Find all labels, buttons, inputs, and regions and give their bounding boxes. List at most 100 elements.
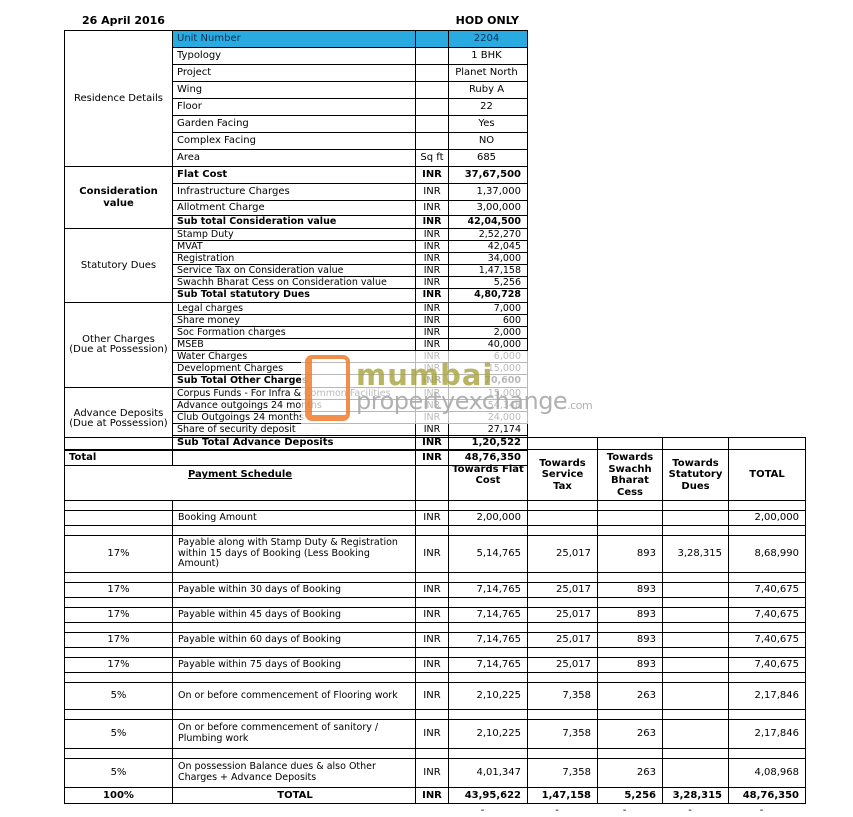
- value-cell: 22: [449, 99, 528, 116]
- item-label: Sub Total Other Charges: [173, 375, 416, 388]
- spacer-row: [65, 501, 806, 511]
- amount-service-tax: 1,47,158: [528, 788, 598, 804]
- unit-cell: INR: [416, 184, 449, 201]
- category-label: Consideration value: [65, 167, 173, 229]
- empty-cell: [449, 749, 528, 759]
- item-label: Project: [173, 65, 416, 82]
- value-cell: Ruby A: [449, 82, 528, 99]
- col-header-statutory-dues: Towards Statutory Dues: [663, 450, 729, 501]
- amount-swachh-cess: 263: [598, 683, 663, 710]
- percent-cell: 17%: [65, 536, 173, 573]
- description-cell: On or before commencement of Flooring wo…: [173, 683, 416, 710]
- amount-total: 7,40,675: [729, 633, 806, 648]
- amount-statutory-dues: [663, 720, 729, 749]
- amount-flat-cost: 5,14,765: [449, 536, 528, 573]
- payment-row: 5%On or before commencement of Flooring …: [65, 683, 806, 710]
- empty-cell: [416, 673, 449, 683]
- percent-cell: 17%: [65, 583, 173, 598]
- empty-cell: [173, 749, 416, 759]
- amount-swachh-cess: 893: [598, 633, 663, 648]
- empty-cell: [598, 673, 663, 683]
- spacer-row: [65, 648, 806, 658]
- value-cell: 7,000: [449, 303, 528, 315]
- empty-cell: [449, 710, 528, 720]
- unit-cell: INR: [416, 241, 449, 253]
- empty-cell: [173, 573, 416, 583]
- empty-cell: [729, 710, 806, 720]
- empty-cell: [416, 623, 449, 633]
- empty-cell: [598, 749, 663, 759]
- empty-cell: [528, 710, 598, 720]
- amount-total: 7,40,675: [729, 583, 806, 598]
- empty-cell: [528, 526, 598, 536]
- empty-cell: [65, 710, 173, 720]
- empty-cell: [663, 623, 729, 633]
- item-label: Advance outgoings 24 months: [173, 400, 416, 412]
- item-label: Service Tax on Consideration value: [173, 265, 416, 277]
- empty-cell: [65, 526, 173, 536]
- amount-swachh-cess: 5,256: [598, 788, 663, 804]
- empty-cell: [729, 573, 806, 583]
- amount-flat-cost: 4,01,347: [449, 759, 528, 788]
- value-cell: 600: [449, 315, 528, 327]
- amount-service-tax: 25,017: [528, 658, 598, 673]
- category-label: Residence Details: [65, 31, 173, 167]
- unit-cell: INR: [416, 253, 449, 265]
- payment-row: 17%Payable along with Stamp Duty & Regis…: [65, 536, 806, 573]
- description-cell: Payable along with Stamp Duty & Registra…: [173, 536, 416, 573]
- empty-cell: [449, 501, 528, 511]
- amount-service-tax: 25,017: [528, 536, 598, 573]
- payment-schedule-table: Payment Schedule Towards Flat Cost Towar…: [64, 437, 806, 817]
- amount-total: 2,00,000: [729, 511, 806, 526]
- amount-service-tax: [528, 511, 598, 526]
- unit-cell: [416, 48, 449, 65]
- unit-cell: INR: [416, 303, 449, 315]
- empty-cell: [663, 673, 729, 683]
- item-label: Unit Number: [173, 31, 416, 48]
- value-cell: 2204: [449, 31, 528, 48]
- empty-cell: [173, 710, 416, 720]
- description-cell: Payable within 30 days of Booking: [173, 583, 416, 598]
- value-cell: 37,67,500: [449, 167, 528, 184]
- description-cell: Payable within 75 days of Booking: [173, 658, 416, 673]
- amount-total: 7,40,675: [729, 608, 806, 623]
- cost-row: Other Charges (Due at Possession)Legal c…: [65, 303, 528, 315]
- item-label: Share of security deposit: [173, 424, 416, 436]
- unit-cell: INR: [416, 608, 449, 623]
- empty-cell: [65, 648, 173, 658]
- spacer-row: [65, 623, 806, 633]
- dash-total: -: [729, 804, 806, 817]
- amount-service-tax: 25,017: [528, 608, 598, 623]
- item-label: Garden Facing: [173, 116, 416, 133]
- unit-cell: INR: [416, 658, 449, 673]
- empty-cell: [449, 623, 528, 633]
- amount-flat-cost: 2,10,225: [449, 683, 528, 710]
- value-cell: 34,000: [449, 253, 528, 265]
- empty-cell: [416, 450, 449, 501]
- amount-statutory-dues: [663, 759, 729, 788]
- empty-cell: [663, 598, 729, 608]
- value-cell: 2,000: [449, 327, 528, 339]
- watermark-dot-com: .com: [567, 399, 592, 412]
- amount-flat-cost: 7,14,765: [449, 658, 528, 673]
- unit-cell: INR: [416, 412, 449, 424]
- amount-service-tax: 7,358: [528, 720, 598, 749]
- empty-cell: [416, 573, 449, 583]
- unit-cell: INR: [416, 351, 449, 363]
- item-label: Stamp Duty: [173, 229, 416, 241]
- item-label: Flat Cost: [173, 167, 416, 184]
- unit-cell: INR: [416, 633, 449, 648]
- dash-service: -: [528, 804, 598, 817]
- value-cell: 27,174: [449, 424, 528, 436]
- payment-row: 5%On or before commencement of sanitory …: [65, 720, 806, 749]
- unit-cell: INR: [416, 327, 449, 339]
- unit-cell: INR: [416, 277, 449, 289]
- unit-cell: INR: [416, 788, 449, 804]
- unit-cell: INR: [416, 363, 449, 375]
- dash-flat: -: [449, 804, 528, 817]
- unit-cell: [416, 65, 449, 82]
